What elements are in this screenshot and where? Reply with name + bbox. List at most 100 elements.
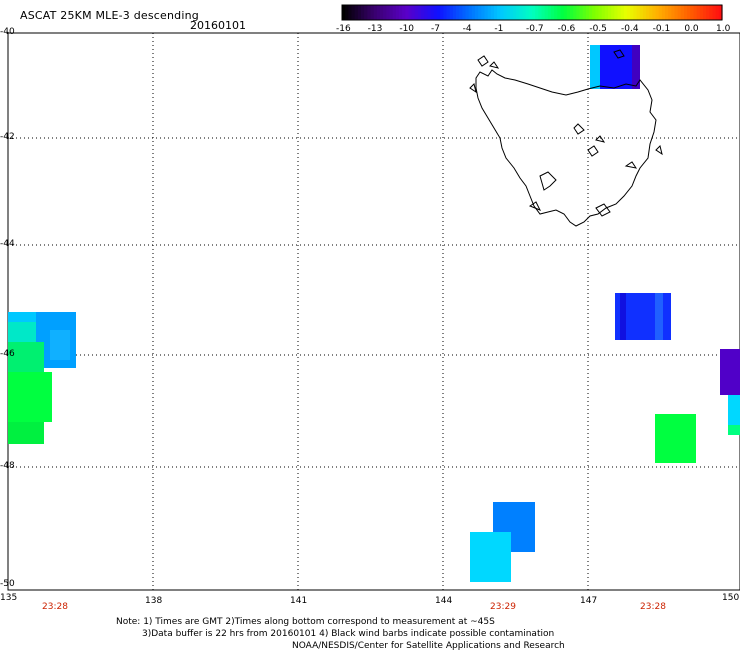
- island-outlines: [469, 55, 500, 94]
- colorbar-segment: [535, 5, 539, 20]
- colorbar-segment: [354, 5, 359, 20]
- colorbar-segment: [525, 5, 530, 20]
- colorbar-segment: [554, 5, 558, 20]
- colorbar-segment: [639, 5, 644, 20]
- colorbar-segment: [516, 5, 520, 20]
- colorbar-tick-label: -4: [462, 24, 472, 34]
- colorbar-segment: [513, 5, 517, 20]
- colorbar-segment: [373, 5, 378, 20]
- colorbar-segment: [465, 5, 470, 20]
- colorbar-segment: [421, 5, 425, 20]
- colorbar-segment: [687, 5, 691, 20]
- colorbar-segment: [649, 5, 653, 20]
- colorbar-segment: [408, 5, 413, 20]
- colorbar-segment: [709, 5, 714, 20]
- colorbar-border: [341, 4, 723, 21]
- colorbar-segment: [715, 5, 720, 20]
- colorbar-segment: [487, 5, 492, 20]
- colorbar-segment: [418, 5, 422, 20]
- colorbar-tick-label: -10: [399, 24, 415, 34]
- map-title: ASCAT 25KM MLE-3 descending: [20, 9, 199, 22]
- colorbar-segment: [506, 5, 511, 20]
- time-label-left: 23:28: [42, 602, 68, 612]
- colorbar-segment: [538, 5, 543, 20]
- colorbar-segment: [437, 5, 441, 20]
- colorbar-segment: [582, 5, 587, 20]
- colorbar-segment: [532, 5, 536, 20]
- colorbar-segment: [509, 5, 514, 20]
- y-label-46: -46: [0, 349, 15, 359]
- y-label-44: -44: [0, 239, 15, 249]
- colorbar-segment: [392, 5, 397, 20]
- colorbar-segment: [604, 5, 609, 20]
- colorbar-tick-label: -1: [494, 24, 504, 34]
- colorbar-segment: [652, 5, 657, 20]
- colorbar-segment: [551, 5, 555, 20]
- colorbar-segment: [630, 5, 634, 20]
- colorbar-segment: [658, 5, 663, 20]
- wind-swath-south: [470, 502, 535, 582]
- colorbar-segment: [519, 5, 524, 20]
- x-label-147: 147: [580, 596, 598, 606]
- colorbar-segment: [544, 5, 549, 20]
- colorbar-segment: [655, 5, 660, 20]
- colorbar-segment: [566, 5, 571, 20]
- colorbar-segment: [557, 5, 562, 20]
- x-label-138: 138: [145, 596, 163, 606]
- colorbar-segment: [440, 5, 444, 20]
- graticule: [8, 33, 740, 590]
- colorbar-segment: [642, 5, 647, 20]
- colorbar-segment: [364, 5, 368, 20]
- colorbar-segment: [342, 5, 346, 20]
- colorbar-segment: [414, 5, 419, 20]
- colorbar-segment: [348, 5, 353, 20]
- note-line-3: NOAA/NESDIS/Center for Satellite Applica…: [292, 641, 565, 651]
- colorbar-segment: [449, 5, 454, 20]
- colorbar-segment: [405, 5, 410, 20]
- colorbar-segment: [367, 5, 372, 20]
- colorbar-segment: [601, 5, 606, 20]
- wind-swath-left: [8, 312, 76, 444]
- colorbar-tick-label: -0.5: [589, 24, 607, 34]
- y-label-42: -42: [0, 132, 15, 142]
- time-label-center: 23:29: [490, 602, 516, 612]
- colorbar-segment: [589, 5, 593, 20]
- y-label-50: -50: [0, 579, 15, 589]
- colorbar-segment: [494, 5, 498, 20]
- colorbar-segment: [623, 5, 628, 20]
- colorbar-tick-label: -0.7: [526, 24, 544, 34]
- colorbar-segment: [361, 5, 365, 20]
- colorbar-segment: [661, 5, 666, 20]
- colorbar-segment: [528, 5, 533, 20]
- colorbar-segment: [677, 5, 682, 20]
- colorbar-segment: [522, 5, 527, 20]
- colorbar-segment: [503, 5, 508, 20]
- colorbar-segment: [608, 5, 612, 20]
- colorbar-segment: [433, 5, 438, 20]
- x-label-141: 141: [290, 596, 308, 606]
- wind-swath-center: [615, 293, 671, 340]
- x-label-144: 144: [435, 596, 453, 606]
- colorbar-segment: [674, 5, 679, 20]
- colorbar-segment: [611, 5, 615, 20]
- colorbar-tick-label: 0.0: [684, 24, 699, 34]
- colorbar-segment: [484, 5, 489, 20]
- colorbar-segment: [560, 5, 565, 20]
- colorbar-segment: [592, 5, 596, 20]
- colorbar-tick-label: -0.4: [621, 24, 639, 34]
- colorbar-segment: [402, 5, 406, 20]
- colorbar-segment: [376, 5, 381, 20]
- colorbar-segment: [636, 5, 641, 20]
- colorbar-segment: [427, 5, 432, 20]
- colorbar-segment: [383, 5, 387, 20]
- colorbar-segment: [490, 5, 495, 20]
- coastal-islets: [528, 49, 663, 217]
- colorbar-segment: [696, 5, 701, 20]
- colorbar-segment: [452, 5, 457, 20]
- colorbar-segment: [389, 5, 394, 20]
- colorbar-segment: [706, 5, 710, 20]
- colorbar-segment: [475, 5, 479, 20]
- map-date: 20160101: [190, 19, 246, 32]
- colorbar-segment: [370, 5, 375, 20]
